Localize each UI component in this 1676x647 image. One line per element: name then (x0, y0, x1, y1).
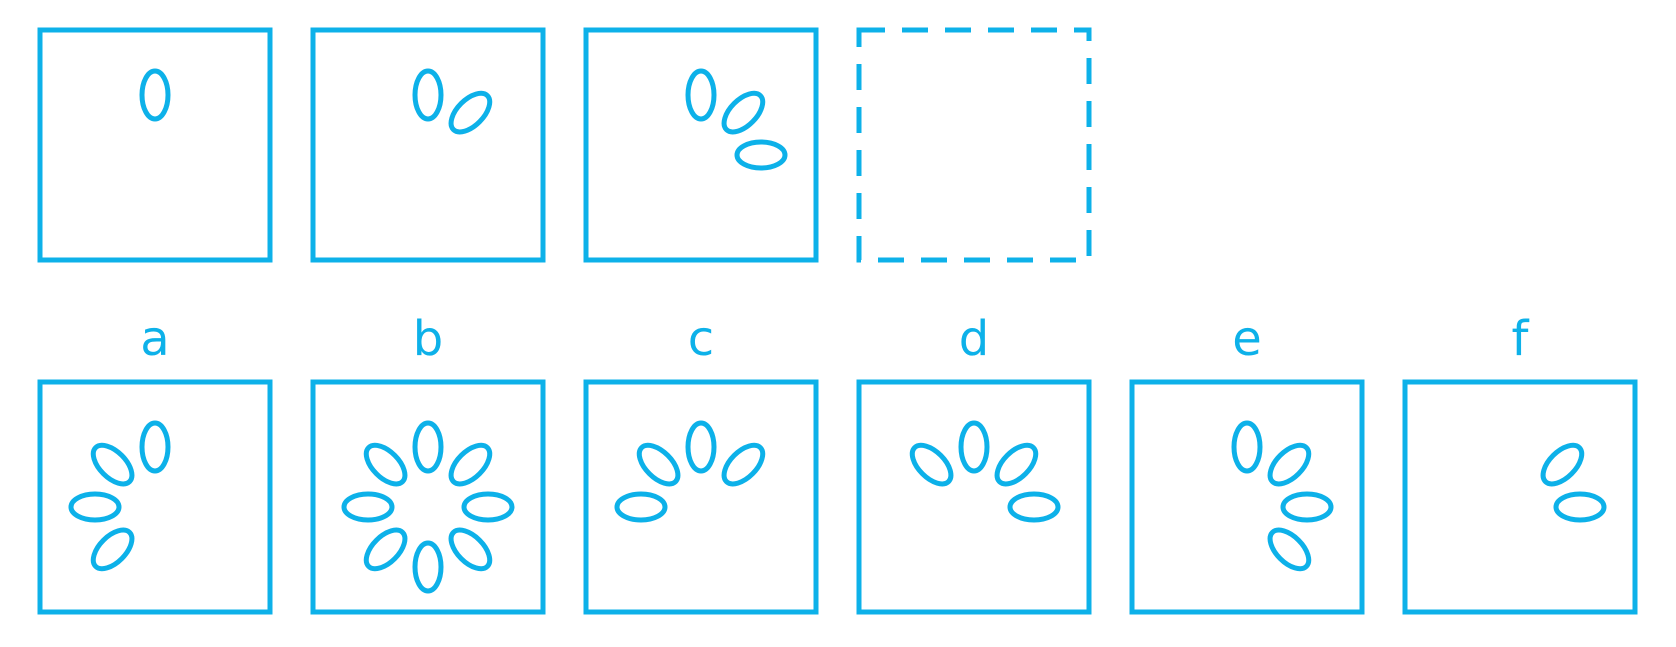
petal-n (958, 420, 990, 474)
petal-ne (721, 442, 766, 487)
sequence-row (37, 27, 1092, 263)
petal-n (412, 420, 444, 474)
options-row: a b c d e f (37, 311, 1638, 615)
option-label-b: b (413, 311, 443, 367)
petal-se (448, 527, 493, 572)
petal-ne (1267, 442, 1312, 487)
option-label-e: e (1232, 311, 1262, 367)
petal-s (412, 540, 444, 594)
option-panel-d[interactable] (856, 379, 1092, 615)
petal-w (341, 491, 395, 523)
panel-frame (1129, 379, 1365, 615)
answer-placeholder (856, 27, 1092, 263)
panel-frame (583, 379, 819, 615)
petal-e (1007, 491, 1061, 523)
option-label-d: d (959, 311, 989, 367)
panel-frame (37, 379, 273, 615)
option-panel-e[interactable] (1129, 379, 1365, 615)
option-panel-a[interactable] (37, 379, 273, 615)
petal-n (139, 420, 171, 474)
petal-e (461, 491, 515, 523)
petal-e (1553, 491, 1607, 523)
petal-n (685, 68, 717, 122)
option-label-a: a (140, 311, 169, 367)
petal-ne (721, 90, 766, 135)
sequence-panel-3 (583, 27, 819, 263)
petal-ne (448, 90, 493, 135)
petal-e (734, 139, 788, 171)
petal-w (68, 491, 122, 523)
petal-nw (90, 442, 135, 487)
option-label-c: c (688, 311, 714, 367)
panel-frame (1402, 379, 1638, 615)
panel-frame (310, 27, 546, 263)
petal-ne (448, 442, 493, 487)
petal-se (1267, 527, 1312, 572)
option-panel-b[interactable] (310, 379, 546, 615)
sequence-panel-2 (310, 27, 546, 263)
option-panel-c[interactable] (583, 379, 819, 615)
panel-frame (583, 27, 819, 263)
petal-e (1280, 491, 1334, 523)
petal-nw (909, 442, 954, 487)
petal-n (1231, 420, 1263, 474)
petal-n (139, 68, 171, 122)
sequence-panel-1 (37, 27, 273, 263)
petal-sw (363, 527, 408, 572)
petal-sw (90, 527, 135, 572)
petal-nw (636, 442, 681, 487)
petal-n (412, 68, 444, 122)
petal-nw (363, 442, 408, 487)
petal-ne (994, 442, 1039, 487)
answer-placeholder-frame (856, 27, 1092, 263)
petal-n (685, 420, 717, 474)
petal-w (614, 491, 668, 523)
panel-frame (37, 27, 273, 263)
option-panel-f[interactable] (1402, 379, 1638, 615)
panel-frame (856, 379, 1092, 615)
panel-frame (310, 379, 546, 615)
option-label-f: f (1512, 311, 1530, 367)
petal-ne (1540, 442, 1585, 487)
